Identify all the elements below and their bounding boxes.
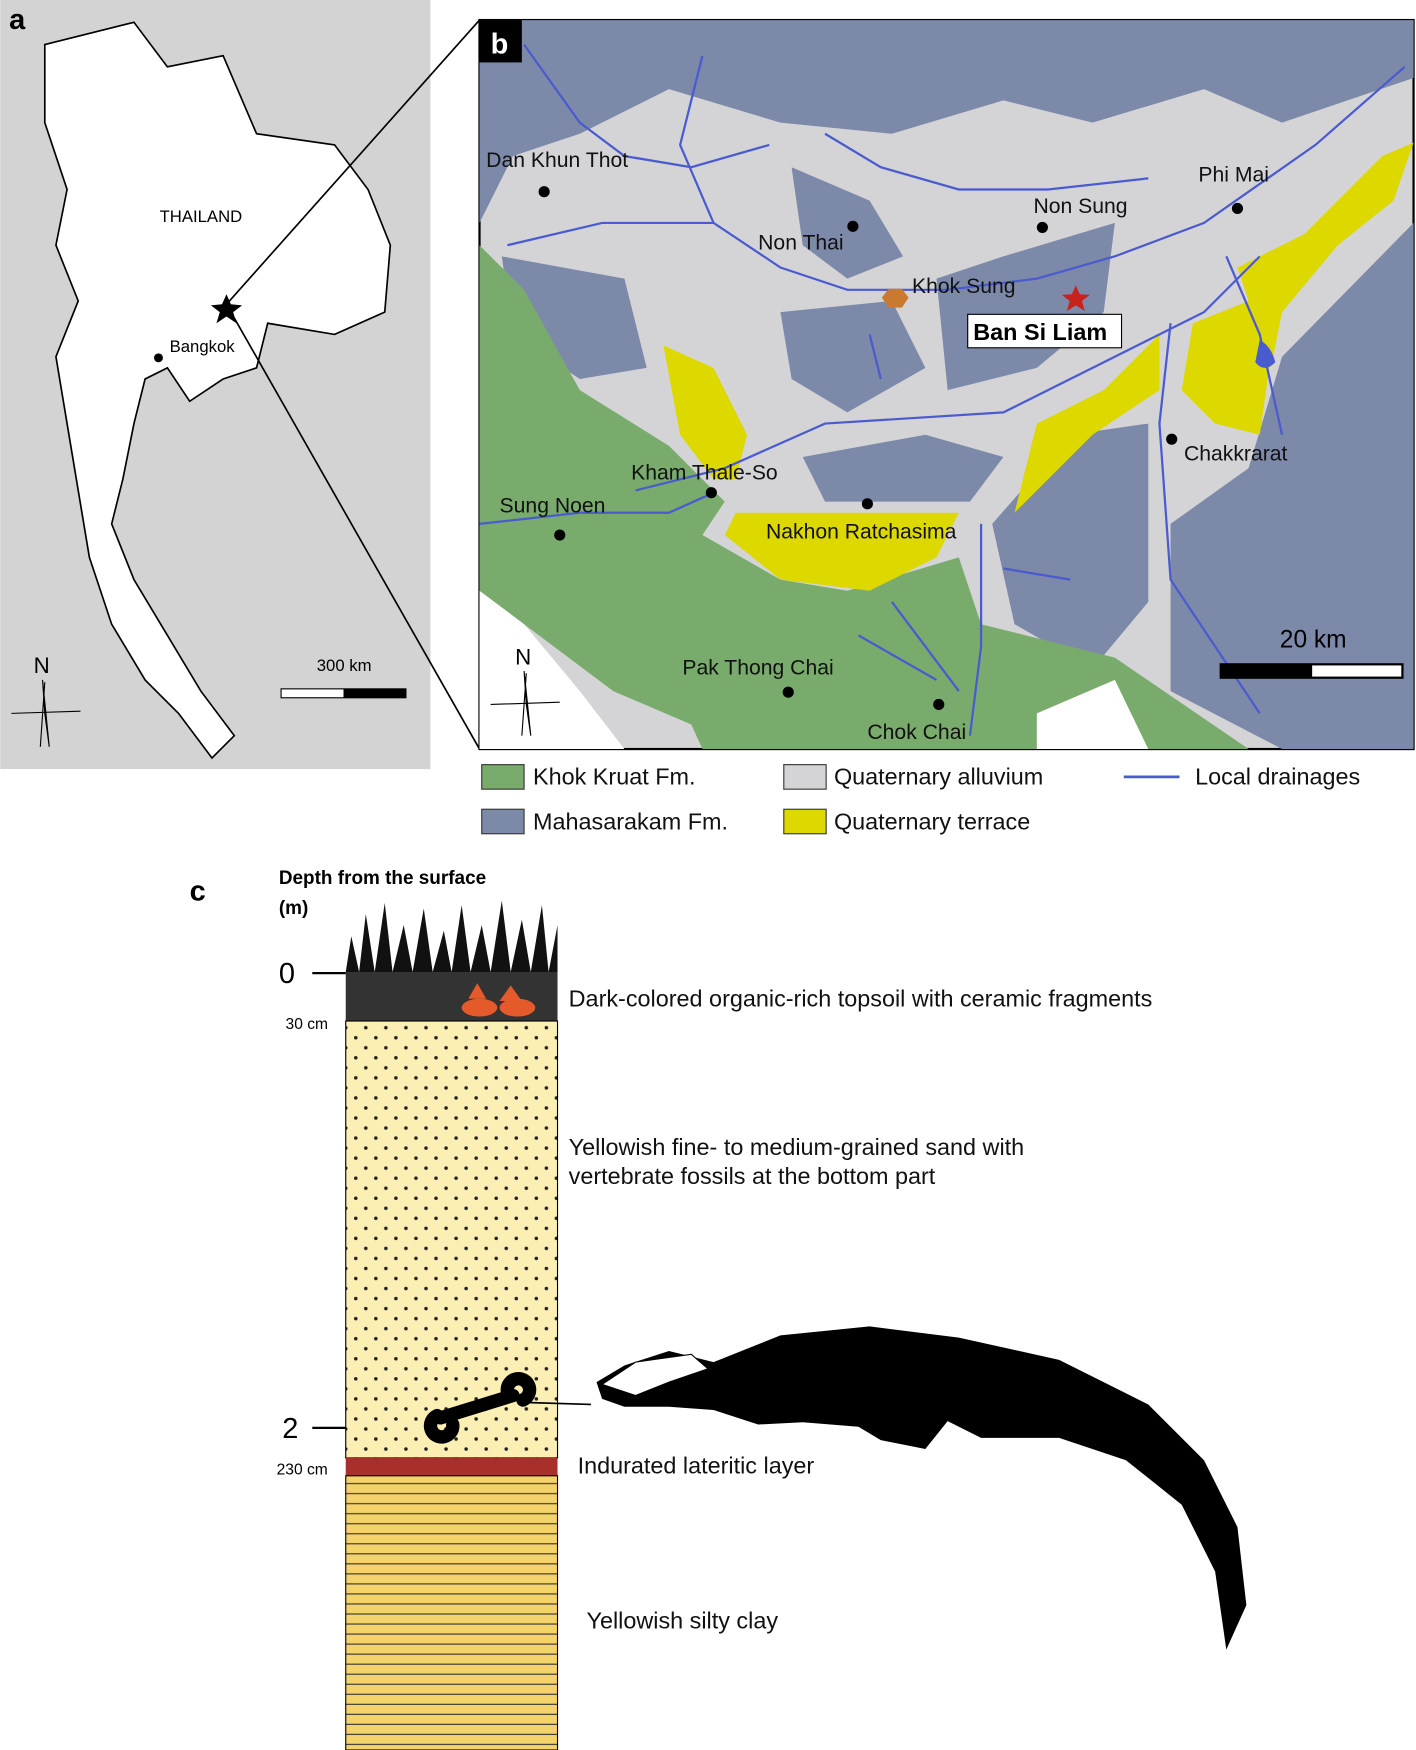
axis-title: Depth from the surface	[279, 868, 486, 889]
layer-label: Yellowish silty clay	[587, 1608, 779, 1634]
drainage	[479, 43, 1406, 736]
legend: Khok Kruat Fm. Quaternary alluvium Local…	[481, 764, 1360, 835]
place-label: Khok Sung	[912, 275, 1016, 298]
place-label: Chok Chai	[867, 721, 966, 744]
scale-label: 20 km	[1280, 627, 1347, 654]
place-label: Nakhon Ratchasima	[766, 520, 957, 543]
scale-bar	[343, 688, 406, 698]
legend-swatch	[481, 764, 525, 790]
place-label: Phi Mai	[1198, 164, 1269, 187]
legend-label: Khok Kruat Fm.	[533, 764, 696, 790]
scale-label: 300 km	[317, 656, 372, 675]
mahasarakam-area	[1170, 222, 1414, 750]
khok-sung-marker	[881, 288, 909, 308]
legend-swatch	[783, 808, 827, 835]
thailand	[43, 21, 392, 760]
crocodile	[596, 1326, 1247, 1650]
blank-area	[479, 590, 1149, 750]
place-label: Non Thai	[758, 232, 843, 255]
panel-a: a THAILAND Bangkok 300 km N	[0, 0, 481, 770]
site-star	[1061, 285, 1090, 311]
panel-c: c Depth from the surface (m) 0 2 30 cm 2…	[190, 868, 1247, 1750]
north-arrow	[490, 670, 560, 736]
site-star	[210, 294, 243, 324]
mahasarakam-area	[479, 20, 1414, 223]
layer-label: vertebrate fossils at the bottom part	[569, 1163, 936, 1189]
panel-label: a	[9, 4, 26, 36]
legend-label: Mahasarakam Fm.	[533, 808, 728, 834]
site-label: Ban Si Liam	[973, 319, 1107, 345]
north-arrow	[11, 679, 81, 747]
clay-layer	[345, 1475, 559, 1750]
layer-label: Indurated lateritic layer	[578, 1453, 815, 1479]
panel-label: c	[190, 876, 206, 908]
lateritic-layer	[345, 1457, 558, 1476]
depth-tick-label: 0	[279, 958, 295, 990]
panel-label: b	[491, 29, 509, 61]
country-label: THAILAND	[160, 207, 243, 226]
scale-bar	[1220, 664, 1313, 678]
skull	[600, 1353, 710, 1397]
layer-label: Dark-colored organic-rich topsoil with c…	[569, 986, 1153, 1012]
city-label: Bangkok	[170, 337, 236, 356]
place-label: Pak Thong Chai	[682, 656, 833, 679]
depth-label: 30 cm	[286, 1016, 328, 1033]
legend-label: Quaternary alluvium	[834, 764, 1043, 790]
place-label: Kham Thale-So	[631, 461, 778, 484]
north-label: N	[34, 653, 50, 678]
depth-label: 230 cm	[277, 1462, 328, 1479]
legend-swatch	[783, 764, 827, 790]
ceramic	[499, 998, 536, 1017]
panel-b: b Dan Khun Thot Non Thai Non Sung Phi Ma…	[478, 18, 1415, 751]
axis-unit: (m)	[279, 898, 308, 919]
lake	[1255, 339, 1276, 368]
north-label: N	[515, 644, 531, 669]
place-label: Non Sung	[1033, 195, 1127, 218]
panel-label-box	[479, 20, 522, 63]
depth-tick-label: 2	[282, 1413, 298, 1445]
legend-label: Local drainages	[1195, 764, 1360, 790]
mahasarakam-area	[501, 167, 1115, 502]
place-label: Chakkrarat	[1184, 442, 1288, 465]
place-label: Sung Noen	[500, 495, 606, 518]
ceramic	[461, 998, 498, 1017]
legend-label: Quaternary terrace	[834, 808, 1030, 834]
city-dot	[154, 353, 163, 363]
place-dots	[538, 186, 1244, 711]
inset-line	[225, 19, 481, 305]
legend-swatch	[481, 808, 525, 835]
khok-kruat-area	[479, 245, 1249, 750]
grass	[345, 900, 558, 972]
inset-line	[225, 303, 481, 750]
bone	[423, 1372, 537, 1444]
place-label: Dan Khun Thot	[486, 149, 628, 172]
layer-label: Yellowish fine- to medium-grained sand w…	[569, 1134, 1025, 1160]
leader-line	[518, 1401, 591, 1406]
site-box	[967, 313, 1123, 349]
